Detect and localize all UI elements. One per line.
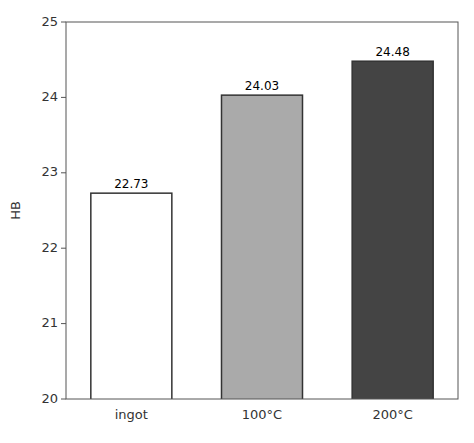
y-tick-label: 20	[41, 391, 58, 406]
plot-frame	[66, 22, 458, 399]
y-tick	[61, 399, 66, 400]
data-label: 24.03	[245, 79, 279, 93]
data-label: 24.48	[375, 45, 409, 59]
bars	[91, 61, 433, 399]
y-tick	[61, 172, 66, 173]
y-tick	[61, 323, 66, 324]
x-tick-label: ingot	[115, 407, 148, 422]
y-tick-label: 22	[41, 240, 58, 255]
data-label: 22.73	[114, 177, 148, 191]
y-tick-label: 21	[41, 315, 58, 330]
bar	[91, 193, 172, 399]
y-tick-label: 23	[41, 164, 58, 179]
y-tick	[61, 97, 66, 98]
chart-container: 20 21 22 23 24 25 ingot 100°C 200°C 22.73 24.03 24.…	[0, 0, 474, 443]
bar	[221, 95, 302, 399]
y-tick	[61, 22, 66, 23]
x-tick-label: 100°C	[242, 407, 282, 422]
y-tick-label: 25	[41, 14, 58, 29]
bar	[352, 61, 433, 399]
y-axis-label: HB	[8, 201, 23, 220]
y-tick-label: 24	[41, 89, 58, 104]
x-tick-label: 200°C	[372, 407, 412, 422]
y-tick	[61, 248, 66, 249]
chart-svg: 20 21 22 23 24 25 ingot 100°C 200°C 22.73 24.03 24.…	[0, 0, 474, 443]
